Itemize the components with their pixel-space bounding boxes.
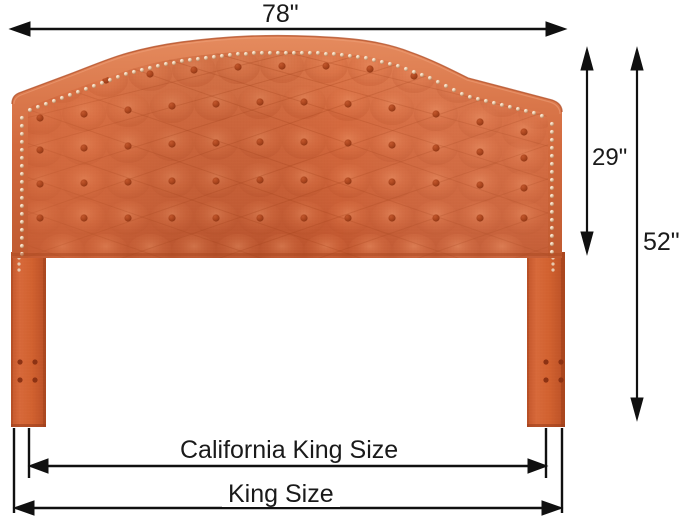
california-king-size-label: California King Size: [174, 438, 405, 463]
left-leg-mounting-holes: [17, 359, 38, 383]
width-dimension-arrow: [8, 21, 568, 37]
dimension-lines: [8, 21, 644, 516]
king-size-label: King Size: [222, 482, 340, 507]
bottom-extension-ticks: [12, 428, 564, 513]
width-dimension-label: 78": [262, 0, 299, 28]
nailhead-trim: [19, 50, 555, 257]
total-height-dimension-arrow: [630, 46, 644, 422]
headboard-panel: [11, 34, 563, 258]
headboard-height-dimension-arrow: [580, 46, 594, 256]
headboard-legs: [11, 252, 565, 427]
leg-rivets: [17, 256, 555, 272]
headboard-height-label: 29": [592, 144, 628, 171]
tufting-puffs: [28, 50, 548, 258]
california-king-width-arrow: [27, 458, 549, 474]
right-leg-mounting-holes: [543, 359, 564, 383]
tufting-buttons: [36, 62, 528, 222]
total-height-label: 52": [643, 228, 679, 256]
king-width-arrow: [12, 500, 564, 516]
